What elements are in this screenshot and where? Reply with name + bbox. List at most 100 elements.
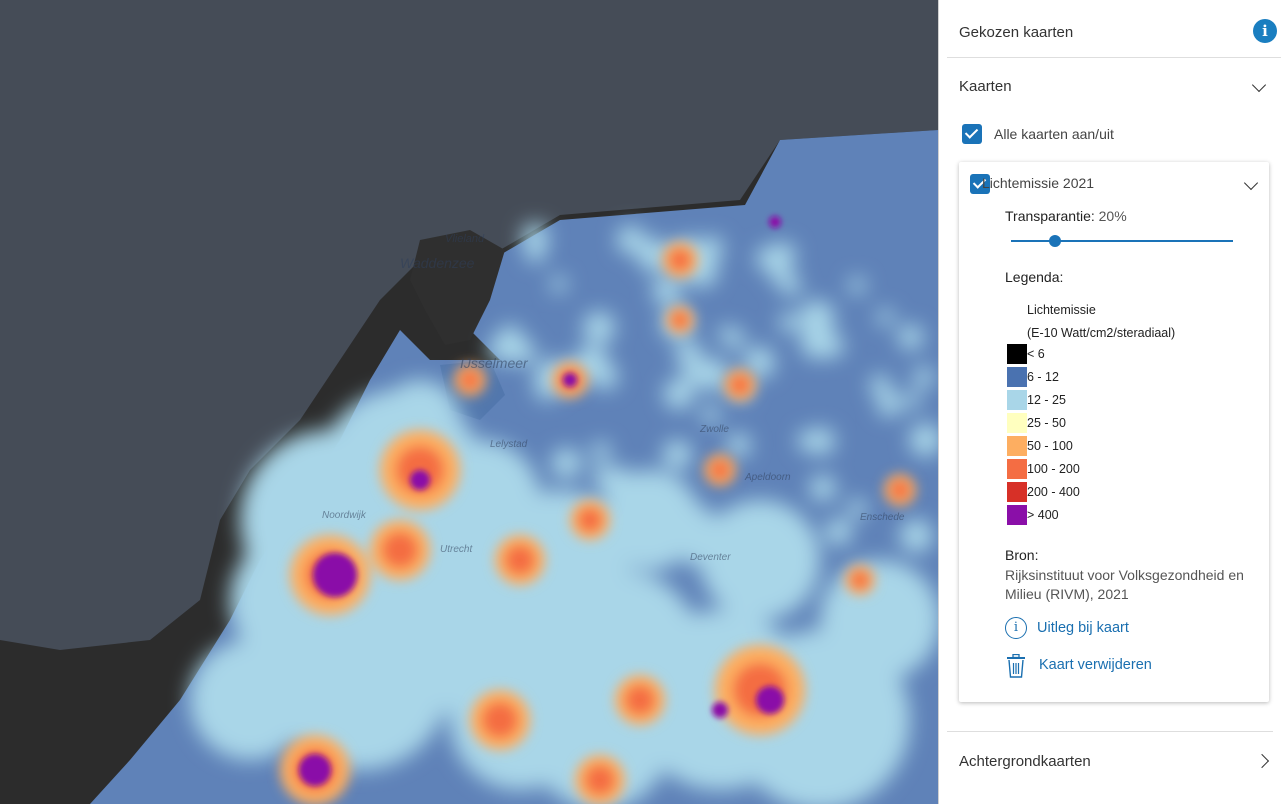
city-glow-core bbox=[505, 545, 535, 575]
legend-unit: (E-10 Watt/cm2/steradiaal) bbox=[1027, 326, 1176, 340]
ijsselmeer bbox=[410, 230, 505, 345]
layer-title: Lichtemissie 2021 bbox=[982, 175, 1095, 191]
town-glow bbox=[904, 391, 921, 409]
map-place-label: IJsselmeer bbox=[460, 355, 529, 371]
city-glow-core bbox=[890, 480, 910, 500]
transparency-slider[interactable] bbox=[1011, 240, 1233, 242]
town-glow bbox=[525, 242, 546, 263]
light-area bbox=[820, 560, 938, 680]
legend-swatch bbox=[1007, 390, 1027, 410]
remove-map-link[interactable]: Kaart verwijderen bbox=[1005, 654, 1245, 678]
map-place-label: Deventer bbox=[690, 552, 731, 563]
legend-title: Lichtemissie bbox=[1027, 303, 1096, 317]
legend-swatch bbox=[1007, 505, 1027, 525]
town-glow bbox=[899, 519, 933, 553]
all-maps-checkbox[interactable] bbox=[962, 124, 982, 144]
town-glow bbox=[847, 498, 867, 518]
town-glow bbox=[551, 448, 582, 479]
city-glow-core bbox=[671, 311, 689, 329]
legend-item: 12 - 25 bbox=[1007, 390, 1127, 410]
transparency-slider-handle[interactable] bbox=[1049, 235, 1062, 247]
town-glow bbox=[898, 324, 924, 350]
legend-swatch bbox=[1007, 459, 1027, 479]
info-icon[interactable]: i bbox=[1253, 19, 1277, 43]
panel-header: Gekozen kaarten i bbox=[947, 0, 1281, 58]
city-glow-core bbox=[730, 375, 750, 395]
city-glow-core bbox=[482, 702, 518, 738]
legend-item: > 400 bbox=[1007, 505, 1127, 525]
town-glow bbox=[491, 467, 517, 493]
legend-item: 6 - 12 bbox=[1007, 367, 1127, 387]
light-area bbox=[700, 500, 820, 620]
town-glow bbox=[869, 374, 891, 396]
maps-section-toggle[interactable]: Kaarten bbox=[947, 58, 1273, 116]
town-glow bbox=[521, 223, 549, 251]
town-glow bbox=[489, 334, 517, 363]
city-hotspot bbox=[756, 686, 784, 714]
legend-item: 200 - 400 bbox=[1007, 482, 1127, 502]
legend-swatch bbox=[1007, 413, 1027, 433]
light-glow-mid bbox=[280, 242, 916, 804]
legend-label: > 400 bbox=[1027, 508, 1059, 522]
chosen-maps-panel: Gekozen kaarten i Kaarten Alle kaarten a… bbox=[938, 0, 1288, 804]
legend-swatch bbox=[1007, 482, 1027, 502]
town-glow bbox=[916, 437, 936, 457]
town-glow bbox=[652, 276, 682, 306]
map-canvas[interactable]: Vlieland Waddenzee IJsselmeer Lelystad Noord… bbox=[0, 0, 938, 804]
town-glow bbox=[825, 518, 852, 546]
source-heading: Bron: bbox=[1005, 547, 1039, 563]
layer-checkbox[interactable] bbox=[970, 174, 990, 194]
legend-label: 200 - 400 bbox=[1027, 485, 1080, 499]
town-glow bbox=[583, 311, 615, 344]
city-glow-core bbox=[585, 765, 615, 795]
all-maps-label: Alle kaarten aan/uit bbox=[994, 126, 1114, 142]
town-glow bbox=[779, 312, 799, 333]
legend-swatch bbox=[1007, 344, 1027, 364]
town-glow bbox=[537, 512, 567, 542]
legend-swatch bbox=[1007, 436, 1027, 456]
city-hotspot bbox=[563, 373, 577, 387]
city-hotspot bbox=[712, 702, 728, 718]
transparency-label: Transparantie: 20% bbox=[1005, 208, 1127, 224]
legend-label: 12 - 25 bbox=[1027, 393, 1066, 407]
legend-label: 25 - 50 bbox=[1027, 416, 1066, 430]
explain-map-label: Uitleg bij kaart bbox=[1037, 620, 1129, 636]
town-glow bbox=[663, 379, 694, 410]
light-emission-map[interactable]: Vlieland Waddenzee IJsselmeer Lelystad Noord… bbox=[0, 0, 938, 804]
town-glow bbox=[616, 225, 645, 254]
town-glow bbox=[797, 430, 819, 452]
light-glow-high bbox=[299, 216, 784, 786]
city-glow-core bbox=[382, 532, 418, 568]
source-text: Rijksinstituut voor Volksgezondheid en M… bbox=[1005, 567, 1244, 602]
legend-swatch bbox=[1007, 367, 1027, 387]
city-hotspot bbox=[299, 754, 331, 786]
light-area bbox=[190, 640, 310, 760]
city-hotspot bbox=[313, 553, 357, 597]
map-place-label: Utrecht bbox=[440, 544, 473, 555]
town-glow bbox=[773, 506, 795, 528]
town-glow bbox=[800, 324, 836, 359]
map-place-label: Vlieland bbox=[445, 233, 485, 245]
divider bbox=[947, 731, 1273, 732]
legend-item: 50 - 100 bbox=[1007, 436, 1127, 456]
town-glow bbox=[701, 405, 721, 425]
town-glow bbox=[675, 341, 703, 368]
town-glow bbox=[550, 276, 567, 293]
chevron-down-icon bbox=[1251, 77, 1267, 93]
background-maps-toggle[interactable]: Achtergrondkaarten bbox=[947, 732, 1273, 790]
city-glow-core bbox=[625, 685, 655, 715]
city-glow-core bbox=[710, 460, 730, 480]
town-glow bbox=[743, 346, 775, 379]
town-glow bbox=[675, 505, 707, 537]
town-glow bbox=[877, 392, 902, 417]
explain-map-link[interactable]: i Uitleg bij kaart bbox=[1005, 617, 1245, 641]
background-maps-label: Achtergrondkaarten bbox=[959, 753, 1091, 770]
town-glow bbox=[726, 433, 751, 458]
town-glow bbox=[683, 364, 705, 386]
info-circle-icon: i bbox=[1005, 617, 1027, 639]
wadden-area bbox=[0, 0, 938, 650]
legend-label: 6 - 12 bbox=[1027, 370, 1059, 384]
legend-label: < 6 bbox=[1027, 347, 1045, 361]
town-glow bbox=[848, 277, 866, 295]
town-glow bbox=[718, 325, 736, 343]
